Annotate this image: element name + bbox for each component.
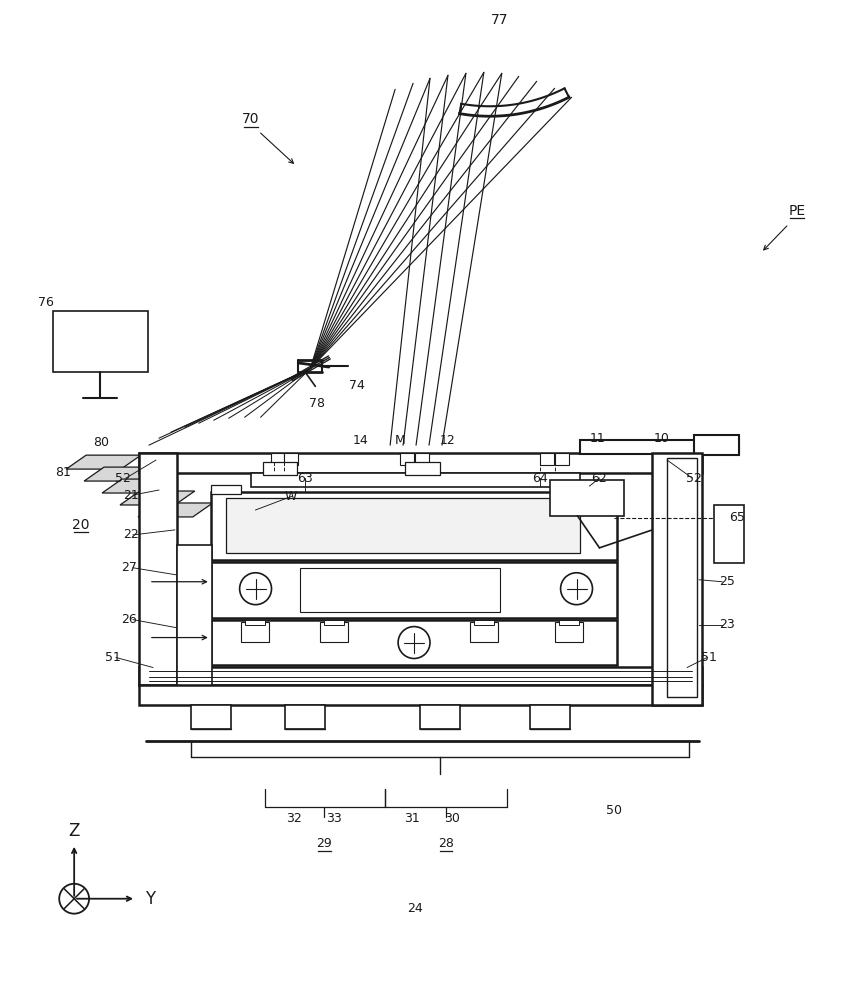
Bar — [579, 485, 610, 494]
Polygon shape — [102, 479, 177, 493]
Bar — [270, 453, 284, 465]
Bar — [177, 545, 211, 699]
Text: 28: 28 — [438, 837, 454, 850]
Bar — [554, 453, 569, 465]
Bar — [191, 705, 230, 729]
Bar — [540, 453, 553, 465]
Bar — [559, 620, 578, 625]
Bar — [284, 453, 299, 465]
Text: 23: 23 — [719, 618, 735, 631]
Text: 14: 14 — [352, 434, 368, 447]
Bar — [210, 485, 241, 494]
Bar — [530, 705, 570, 729]
Text: 74: 74 — [349, 379, 365, 392]
Bar — [210, 492, 617, 560]
Bar — [714, 505, 744, 563]
Bar — [579, 440, 739, 454]
Polygon shape — [138, 503, 213, 517]
Text: 78: 78 — [309, 397, 326, 410]
Text: 77: 77 — [491, 13, 508, 27]
Bar — [262, 462, 297, 475]
Text: 24: 24 — [407, 902, 423, 915]
Text: 12: 12 — [440, 434, 456, 447]
Bar — [139, 667, 702, 685]
Bar — [139, 453, 702, 473]
Bar — [286, 705, 326, 729]
Text: 62: 62 — [591, 472, 607, 485]
Bar — [325, 620, 345, 625]
Text: 51: 51 — [105, 651, 121, 664]
Bar — [554, 622, 583, 642]
Bar — [550, 480, 624, 516]
Text: 65: 65 — [729, 511, 745, 524]
Text: 64: 64 — [532, 472, 547, 485]
Text: 21: 21 — [123, 489, 139, 502]
Bar — [226, 498, 579, 553]
Text: 70: 70 — [242, 112, 259, 126]
Text: 52: 52 — [115, 472, 131, 485]
Bar — [210, 620, 617, 665]
Text: 52: 52 — [686, 472, 702, 485]
Polygon shape — [66, 455, 141, 469]
Text: 32: 32 — [287, 812, 302, 825]
Text: 20: 20 — [73, 518, 90, 532]
Bar — [301, 568, 500, 612]
Bar — [250, 473, 579, 487]
Text: PE: PE — [788, 204, 805, 218]
Text: 25: 25 — [719, 575, 735, 588]
Polygon shape — [120, 491, 195, 505]
Text: 81: 81 — [55, 466, 71, 479]
Text: M: M — [395, 434, 405, 447]
Bar — [139, 453, 177, 685]
Bar — [400, 453, 414, 465]
Text: 51: 51 — [701, 651, 717, 664]
Text: 30: 30 — [444, 812, 460, 825]
Bar — [405, 462, 440, 475]
Text: W: W — [284, 490, 297, 503]
Bar — [474, 620, 494, 625]
Text: Y: Y — [145, 890, 155, 908]
Bar — [415, 453, 429, 465]
Text: 31: 31 — [404, 812, 420, 825]
Text: 29: 29 — [316, 837, 333, 850]
Text: 26: 26 — [121, 613, 137, 626]
Text: Z: Z — [68, 822, 80, 840]
Bar — [139, 685, 702, 705]
Bar — [667, 458, 697, 697]
Bar — [241, 622, 268, 642]
Bar — [420, 705, 460, 729]
Bar — [210, 562, 617, 618]
Text: 27: 27 — [121, 561, 137, 574]
Bar — [320, 622, 348, 642]
Text: 63: 63 — [298, 472, 313, 485]
Text: 11: 11 — [590, 432, 605, 445]
Polygon shape — [84, 467, 158, 481]
Text: 22: 22 — [123, 528, 139, 541]
Bar — [470, 622, 498, 642]
Bar — [652, 453, 702, 705]
Text: 10: 10 — [653, 432, 669, 445]
Text: 80: 80 — [93, 436, 109, 449]
Text: 50: 50 — [606, 804, 623, 817]
Text: 76: 76 — [38, 296, 55, 309]
Bar — [695, 435, 739, 455]
Bar — [53, 311, 148, 372]
Text: 33: 33 — [326, 812, 342, 825]
Bar — [244, 620, 264, 625]
